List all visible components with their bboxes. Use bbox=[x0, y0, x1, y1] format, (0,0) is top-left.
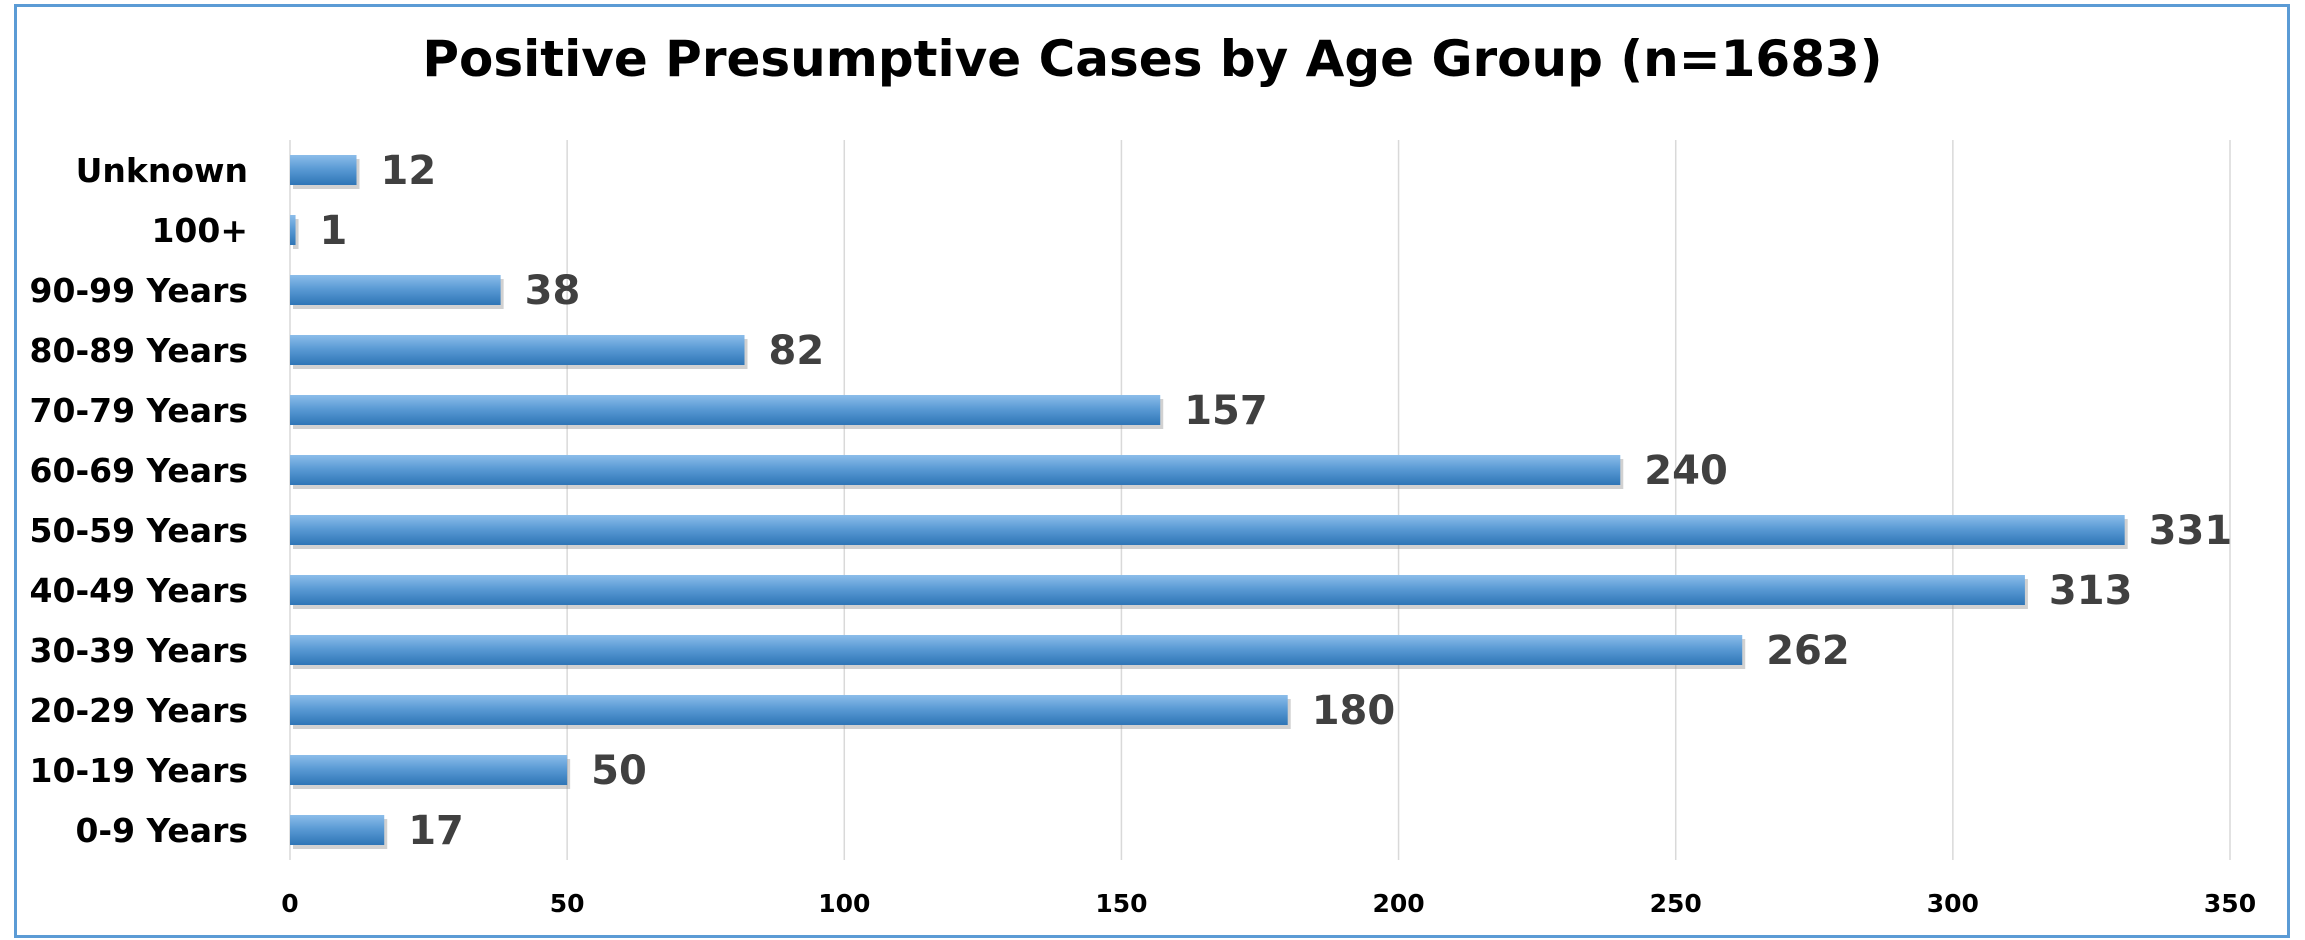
bar bbox=[290, 635, 1743, 665]
gridlines bbox=[289, 140, 2231, 860]
value-labels: 12 1 38 82 157 240 331 313 262 180 50 17 bbox=[320, 148, 2233, 854]
bar bbox=[290, 755, 568, 785]
bar bbox=[290, 335, 745, 365]
category-label: Unknown bbox=[76, 151, 248, 190]
bars bbox=[290, 155, 2128, 849]
chart-title: Positive Presumptive Cases by Age Group … bbox=[422, 30, 1883, 88]
category-label: 10-19 Years bbox=[30, 751, 248, 790]
data-label: 38 bbox=[525, 268, 581, 314]
bar-shadow bbox=[293, 219, 299, 249]
data-label: 331 bbox=[2149, 508, 2233, 554]
data-label: 180 bbox=[1312, 688, 1396, 734]
category-label: 30-39 Years bbox=[30, 631, 248, 670]
bar bbox=[290, 155, 357, 185]
category-label: 80-89 Years bbox=[30, 331, 248, 370]
x-tick-label: 100 bbox=[818, 889, 870, 918]
category-label: 50-59 Years bbox=[30, 511, 248, 550]
bar bbox=[290, 815, 385, 845]
data-label: 157 bbox=[1184, 388, 1268, 434]
bar bbox=[290, 695, 1288, 725]
data-label: 262 bbox=[1766, 628, 1850, 674]
data-label: 82 bbox=[769, 328, 825, 374]
category-label: 60-69 Years bbox=[30, 451, 248, 490]
x-tick-label: 350 bbox=[2204, 889, 2256, 918]
category-label: 100+ bbox=[151, 211, 248, 250]
bar bbox=[290, 395, 1161, 425]
category-label: 40-49 Years bbox=[30, 571, 248, 610]
data-label: 17 bbox=[408, 808, 464, 854]
category-label: 0-9 Years bbox=[75, 811, 248, 850]
bar bbox=[290, 455, 1621, 485]
x-axis-tick-labels: 0 50 100 150 200 250 300 350 bbox=[281, 889, 2256, 918]
x-tick-label: 300 bbox=[1927, 889, 1979, 918]
x-tick-label: 150 bbox=[1095, 889, 1147, 918]
data-label: 50 bbox=[591, 748, 647, 794]
data-label: 313 bbox=[2049, 568, 2133, 614]
x-tick-label: 250 bbox=[1650, 889, 1702, 918]
category-label: 90-99 Years bbox=[30, 271, 248, 310]
bar bbox=[290, 515, 2125, 545]
data-label: 1 bbox=[320, 208, 348, 254]
x-tick-label: 200 bbox=[1372, 889, 1424, 918]
data-label: 12 bbox=[381, 148, 437, 194]
category-label: 70-79 Years bbox=[30, 391, 248, 430]
x-tick-label: 0 bbox=[281, 889, 298, 918]
x-tick-label: 50 bbox=[550, 889, 585, 918]
bar bbox=[290, 275, 501, 305]
data-label: 240 bbox=[1644, 448, 1728, 494]
bar bbox=[290, 575, 2025, 605]
bar bbox=[290, 215, 296, 245]
category-label: 20-29 Years bbox=[30, 691, 248, 730]
category-labels: Unknown 100+ 90-99 Years 80-89 Years 70-79 Y… bbox=[30, 151, 248, 850]
